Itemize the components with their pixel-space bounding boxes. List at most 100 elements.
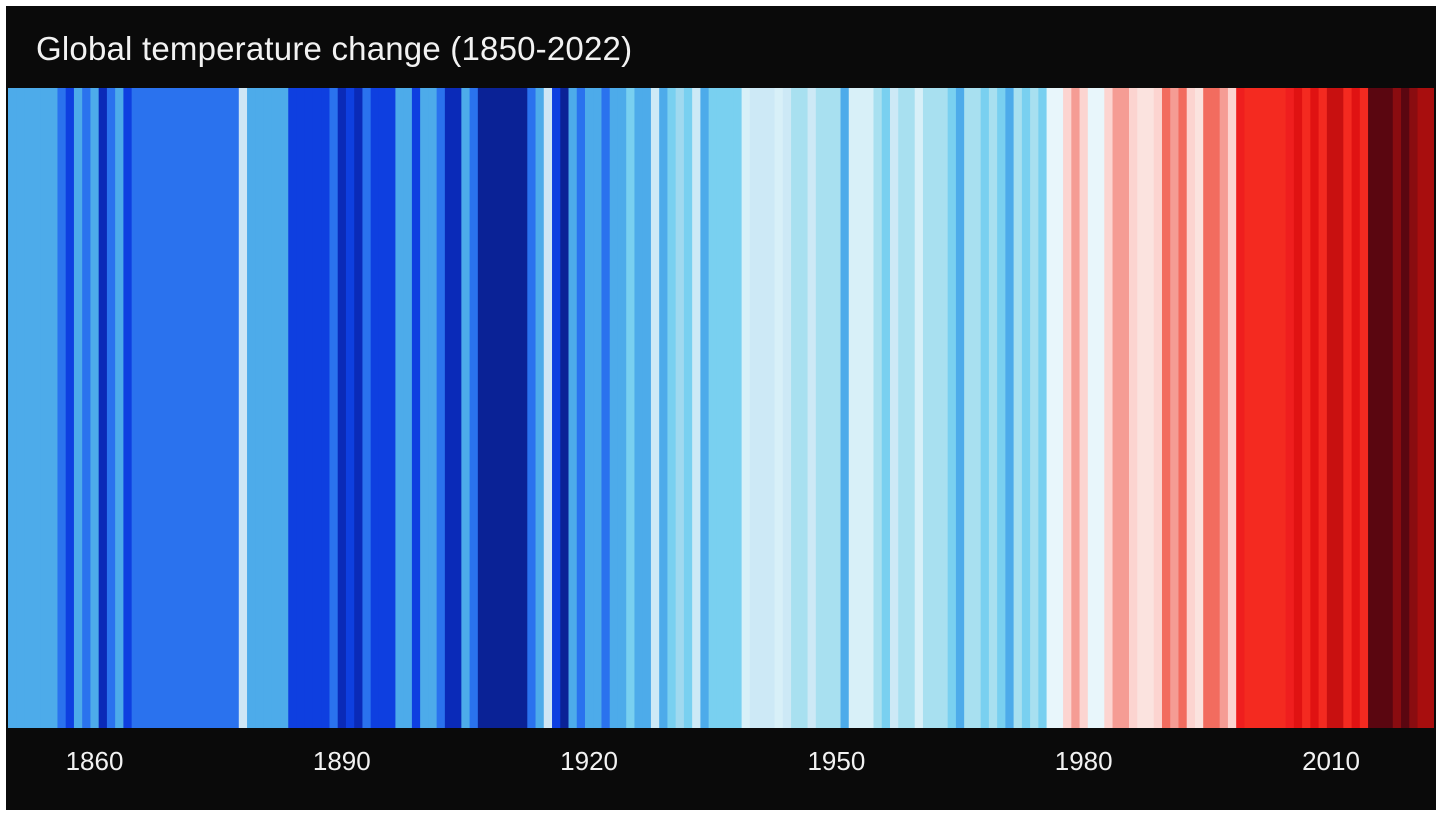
stripe-1965 (955, 88, 965, 728)
x-tick-label: 1860 (65, 746, 124, 776)
stripe-2015 (1368, 88, 1377, 728)
stripe-1998 (1227, 88, 1237, 728)
stripe-1936 (716, 88, 726, 728)
stripe-2022 (1425, 88, 1434, 728)
stripe-1906 (469, 88, 479, 728)
stripe-2021 (1417, 88, 1427, 728)
stripe-1963 (939, 88, 949, 728)
stripe-1948 (815, 88, 825, 728)
stripe-1904 (453, 88, 462, 728)
stripe-1932 (683, 88, 693, 728)
stripe-1926 (634, 88, 644, 728)
stripe-1945 (791, 88, 800, 728)
stripe-1914 (535, 88, 545, 728)
stripe-1960 (914, 88, 924, 728)
stripe-2019 (1401, 88, 1410, 728)
stripe-1890 (337, 88, 347, 728)
stripe-1921 (593, 88, 603, 728)
chart-title: Global temperature change (1850-2022) (36, 30, 633, 67)
stripe-1874 (205, 88, 215, 728)
stripe-1971 (1005, 88, 1015, 728)
stripe-2008 (1310, 88, 1320, 728)
stripe-1977 (1054, 88, 1064, 728)
stripe-1867 (148, 88, 157, 728)
stripe-1988 (1145, 88, 1155, 728)
stripe-1877 (230, 88, 240, 728)
stripe-1925 (626, 88, 636, 728)
stripe-1955 (873, 88, 883, 728)
stripe-1875 (214, 88, 223, 728)
stripe-1898 (403, 88, 413, 728)
stripe-1894 (370, 88, 380, 728)
stripe-1886 (304, 88, 314, 728)
stripe-1944 (782, 88, 792, 728)
stripe-1978 (1063, 88, 1072, 728)
stripe-1937 (725, 88, 734, 728)
stripe-1989 (1153, 88, 1163, 728)
stripe-1957 (889, 88, 899, 728)
stripe-1913 (527, 88, 537, 728)
stripe-2001 (1252, 88, 1262, 728)
stripe-1929 (659, 88, 669, 728)
stripe-1999 (1236, 88, 1246, 728)
stripe-1935 (708, 88, 718, 728)
stripe-1909 (494, 88, 504, 728)
stripe-1951 (840, 88, 850, 728)
stripe-1952 (848, 88, 858, 728)
stripe-1966 (964, 88, 974, 728)
stripe-1861 (98, 88, 108, 728)
stripe-1856 (57, 88, 67, 728)
x-tick-label: 1950 (807, 746, 866, 776)
stripe-1970 (997, 88, 1006, 728)
stripe-2020 (1409, 88, 1419, 728)
stripe-1968 (980, 88, 990, 728)
stripe-1859 (82, 88, 92, 728)
stripe-1905 (461, 88, 471, 728)
stripe-1866 (139, 88, 149, 728)
stripe-2011 (1335, 88, 1344, 728)
stripe-2007 (1302, 88, 1311, 728)
stripe-1891 (345, 88, 355, 728)
stripe-1980 (1079, 88, 1089, 728)
stripe-1882 (271, 88, 281, 728)
stripe-2014 (1359, 88, 1369, 728)
stripe-2004 (1277, 88, 1287, 728)
stripe-1879 (247, 88, 256, 728)
stripe-1910 (502, 88, 512, 728)
stripe-1986 (1129, 88, 1138, 728)
stripe-1979 (1071, 88, 1081, 728)
stripe-1954 (865, 88, 875, 728)
stripe-1975 (1038, 88, 1048, 728)
stripe-2017 (1384, 88, 1394, 728)
stripe-1934 (700, 88, 710, 728)
stripe-1953 (857, 88, 866, 728)
stripe-1976 (1046, 88, 1056, 728)
stripe-1868 (156, 88, 166, 728)
stripe-1896 (387, 88, 397, 728)
stripe-1912 (519, 88, 528, 728)
x-tick-label: 1980 (1054, 746, 1113, 776)
stripe-1984 (1112, 88, 1122, 728)
stripe-2000 (1244, 88, 1254, 728)
stripe-1922 (601, 88, 611, 728)
stripe-1902 (436, 88, 446, 728)
stripe-1931 (675, 88, 685, 728)
stripe-1872 (189, 88, 199, 728)
stripe-2010 (1326, 88, 1336, 728)
stripe-1949 (824, 88, 833, 728)
stripe-1919 (576, 88, 586, 728)
stripe-1870 (172, 88, 182, 728)
stripe-1923 (609, 88, 619, 728)
stripe-1911 (510, 88, 520, 728)
stripe-1871 (181, 88, 190, 728)
stripe-1950 (832, 88, 842, 728)
stripe-1863 (115, 88, 124, 728)
x-tick-label: 2010 (1302, 746, 1360, 776)
stripe-1854 (40, 88, 50, 728)
stripe-1930 (667, 88, 677, 728)
stripe-1983 (1104, 88, 1114, 728)
stripe-1862 (106, 88, 116, 728)
stripe-1941 (758, 88, 767, 728)
stripe-1924 (617, 88, 627, 728)
stripe-1858 (73, 88, 83, 728)
